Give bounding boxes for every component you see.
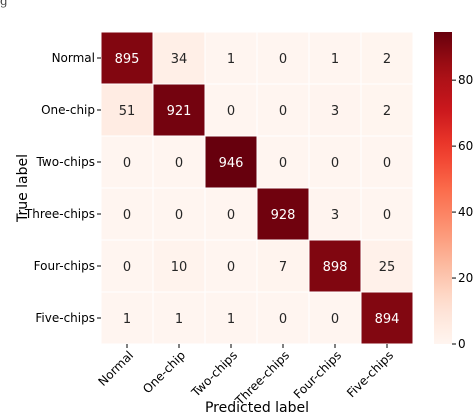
cell-value-label: 0 [279,52,287,67]
heatmap-cell [256,291,310,345]
heatmap-cell [308,291,362,345]
y-tick-label-one-chip: One-chip [41,103,95,117]
heatmap-cell [152,187,206,241]
y-tick-label-four-chips: Four-chips [34,259,95,273]
x-tick-label-four-chips: Four-chips [291,348,344,401]
heatmap-cell [152,239,206,293]
cell-value-label: 0 [331,312,339,327]
cell-value-label: 25 [379,260,396,275]
heatmap-cell [308,83,362,137]
cell-value-label: 0 [123,260,131,275]
cell-value-label: 0 [383,208,391,223]
cell-value-label: 1 [175,312,183,327]
heatmap-cell [100,187,154,241]
cell-value-label: 0 [227,208,235,223]
heatmap-cell [360,239,414,293]
x-tick-label-two-chips: Two-chips [188,348,240,400]
colorbar-tick-label: 800 [458,73,474,87]
cell-value-label: 0 [227,104,235,119]
cell-value-label: 0 [383,156,391,171]
cell-value-label: 3 [331,208,339,223]
cell-value-label: 0 [123,208,131,223]
cell-value-label: 898 [323,260,348,275]
caption-fragment: g [0,0,8,8]
heatmap-cell [152,83,206,137]
cell-value-label: 946 [219,156,244,171]
x-tick-label-one-chip: One-chip [140,348,188,396]
colorbar-tick-label: 600 [458,139,474,153]
colorbar-tick-label: 200 [458,271,474,285]
cell-value-label: 0 [279,312,287,327]
cell-value-label: 51 [119,104,136,119]
cell-value-label: 1 [227,312,235,327]
cell-value-label: 1 [123,312,131,327]
heatmap-cell [360,135,414,189]
cell-value-label: 0 [227,260,235,275]
heatmap-cell [308,187,362,241]
heatmap-cell [204,83,258,137]
cell-value-label: 2 [383,52,391,67]
cell-value-label: 7 [279,260,287,275]
cell-value-label: 0 [331,156,339,171]
heatmap-cell [204,187,258,241]
cell-value-label: 0 [175,208,183,223]
colorbar [434,32,452,344]
cell-value-label: 921 [167,104,192,119]
y-tick-label-two-chips: Two-chips [36,155,95,169]
y-tick-label-three-chips: Three-chips [24,207,95,221]
cell-value-label: 34 [171,52,188,67]
heatmap-cell [100,135,154,189]
cell-value-label: 3 [331,104,339,119]
x-tick-label-normal: Normal [96,348,137,389]
colorbar-tick-label: 0 [458,337,466,351]
cell-value-label: 2 [383,104,391,119]
heatmap-cell [204,291,258,345]
heatmap-cell [308,239,362,293]
heatmap-cell [152,31,206,85]
cell-value-label: 0 [279,156,287,171]
heatmap-cell [256,239,310,293]
x-tick-label-five-chips: Five-chips [344,348,396,400]
heatmap-cell [204,135,258,189]
cell-value-label: 10 [171,260,188,275]
heatmap-cell [360,291,414,345]
cell-value-label: 1 [331,52,339,67]
cell-value-label: 0 [279,104,287,119]
cell-value-label: 895 [115,52,140,67]
cell-value-label: 0 [175,156,183,171]
y-tick-label-normal: Normal [52,51,95,65]
heatmap-cell [308,135,362,189]
cell-value-label: 894 [375,312,400,327]
y-axis-label: True label [15,154,31,223]
heatmap-cell [360,187,414,241]
cell-value-label: 0 [123,156,131,171]
x-axis-label: Predicted label [205,400,309,414]
y-tick-label-five-chips: Five-chips [35,311,95,325]
cell-value-label: 1 [227,52,235,67]
heatmap-cell [204,239,258,293]
cell-value-label: 928 [271,208,296,223]
heatmap-cell [256,83,310,137]
colorbar-tick-label: 400 [458,205,474,219]
heatmap-cell [152,291,206,345]
